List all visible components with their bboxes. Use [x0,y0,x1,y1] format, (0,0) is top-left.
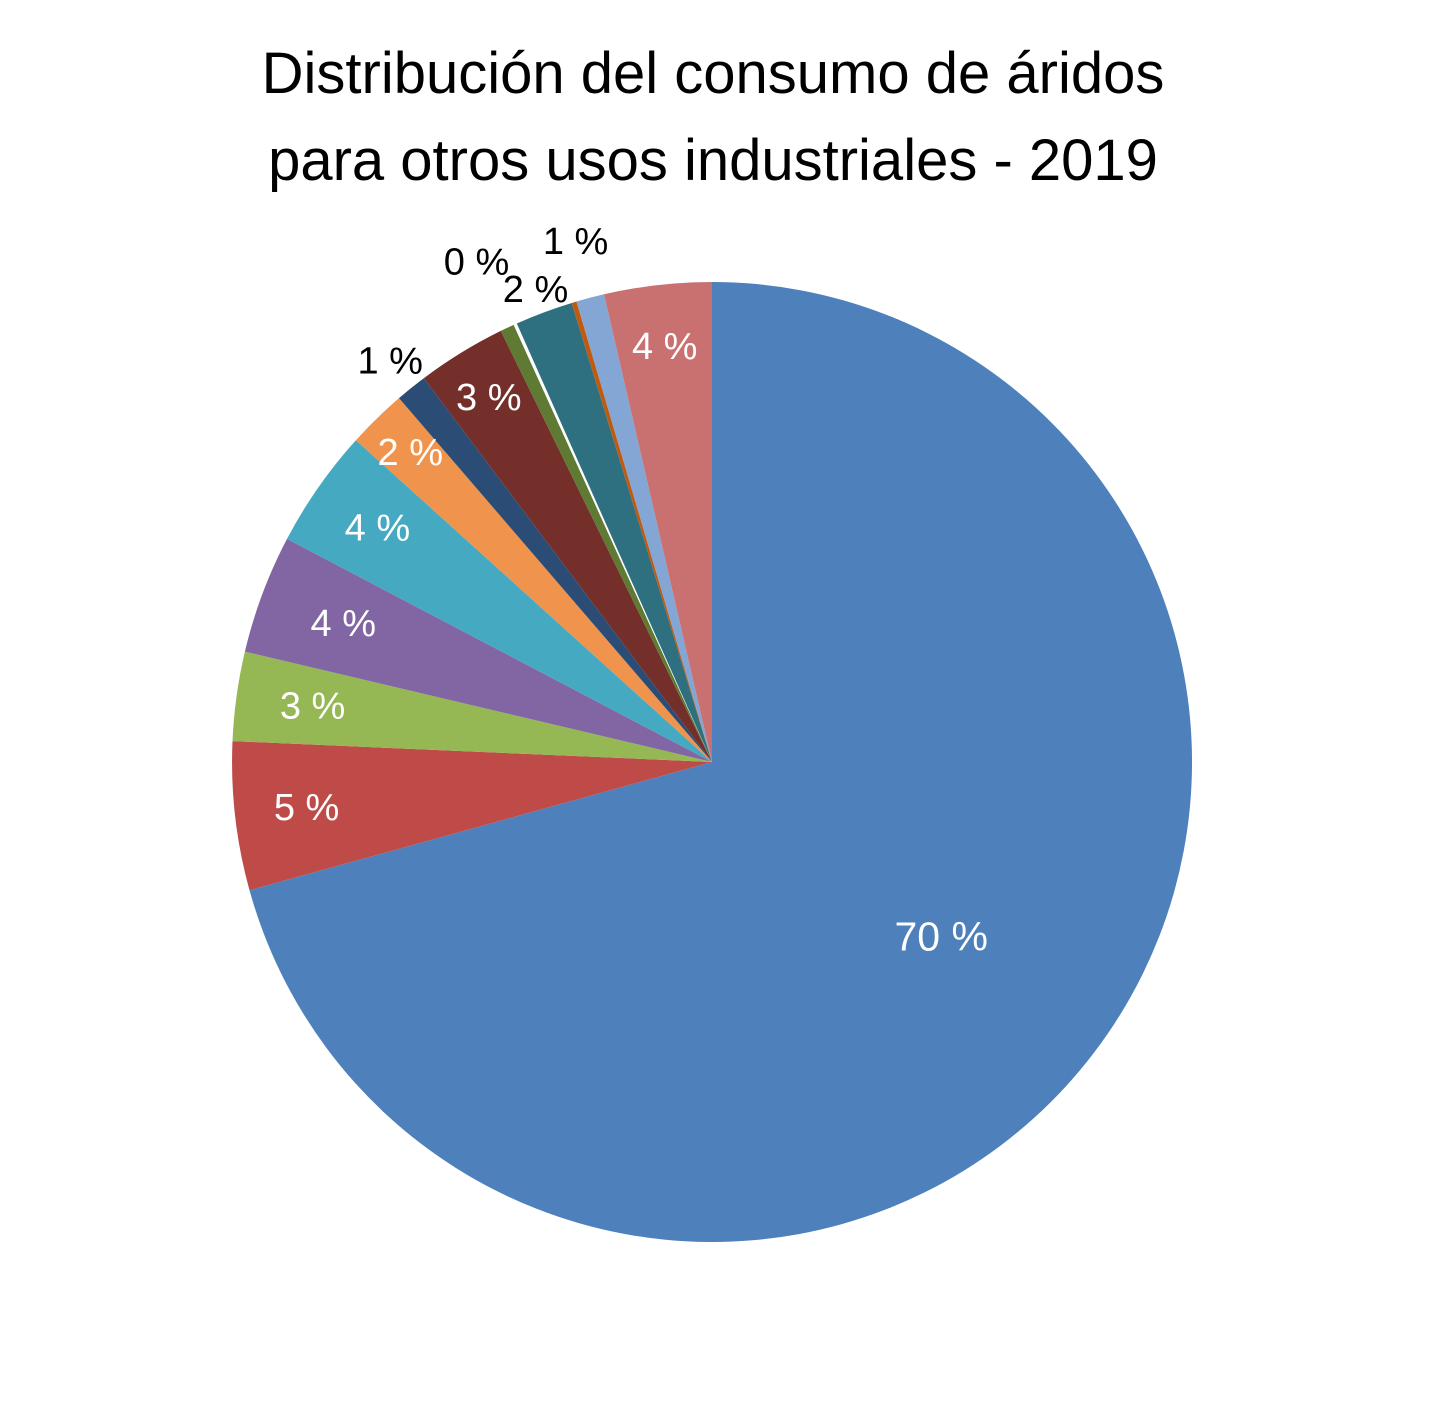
slice-teal [516,303,712,762]
chart-title-line-1: Distribución del consumo de áridos [261,41,1165,106]
slice-maroon-label: 3 % [456,377,521,419]
slice-maroon [423,330,712,762]
slice-white-gap [513,323,712,762]
slice-red-label: 5 % [274,787,339,829]
slice-navy-label: 1 % [357,341,422,383]
slice-cyan-label: 4 % [345,508,410,550]
slice-orange [355,398,712,762]
slice-light-blue [576,294,712,762]
chart-title-line-2: para otros usos industriales - 2019 [268,128,1158,193]
slice-navy [399,378,712,762]
slice-green [232,651,712,762]
slice-light-blue-label: 1 % [543,221,608,263]
slice-purple-label: 4 % [311,603,376,645]
slice-salmon [604,282,712,762]
slice-cyan [287,440,712,762]
slice-purple [244,538,712,762]
slice-orange-label: 2 % [378,432,443,474]
chart-title: Distribución del consumo de áridos para … [0,30,1426,204]
slice-olive [500,324,712,762]
slice-blue [249,282,1193,1242]
slice-teal-label: 2 % [503,269,568,311]
slice-red [232,741,712,891]
slice-green-label: 3 % [280,686,345,728]
slice-olive-label: 0 % [444,242,509,284]
slice-blue-label: 70 % [894,913,987,959]
slice-salmon-label: 4 % [632,326,697,368]
slice-dark-orange [571,301,712,762]
